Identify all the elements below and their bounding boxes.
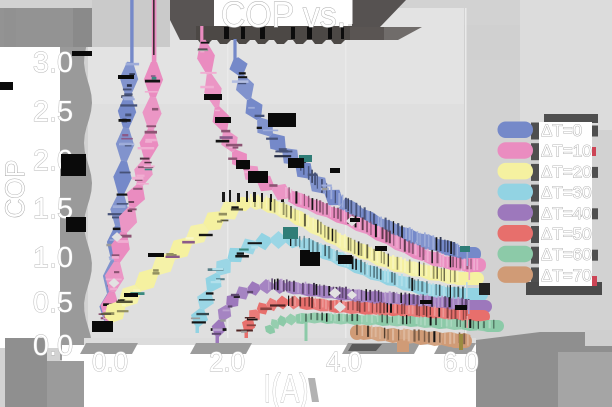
svg-text:COP: COP	[0, 160, 30, 219]
svg-text:6.0: 6.0	[443, 346, 479, 377]
svg-text:ΔT=70: ΔT=70	[541, 266, 592, 285]
svg-text:ΔT=60: ΔT=60	[541, 245, 592, 264]
svg-text:1.5: 1.5	[33, 193, 73, 225]
svg-text:0.5: 0.5	[33, 287, 73, 319]
svg-text:I(A): I(A)	[264, 367, 309, 407]
svg-text:1.0: 1.0	[33, 242, 73, 274]
svg-text:COP vs.: COP vs.	[221, 0, 346, 35]
svg-text:4.0: 4.0	[326, 346, 362, 377]
svg-text:ΔT=30: ΔT=30	[541, 183, 592, 202]
svg-text:2.5: 2.5	[33, 96, 73, 128]
svg-text:ΔT=0: ΔT=0	[541, 121, 582, 140]
svg-text:ΔT=20: ΔT=20	[541, 162, 592, 181]
svg-text:0.0: 0.0	[33, 330, 73, 362]
svg-text:ΔT=50: ΔT=50	[541, 225, 592, 244]
svg-text:ΔT=40: ΔT=40	[541, 204, 592, 223]
svg-text:2.0: 2.0	[209, 346, 245, 377]
svg-text:3.0: 3.0	[33, 47, 73, 79]
svg-text:0.0: 0.0	[92, 346, 128, 377]
svg-text:ΔT=10: ΔT=10	[541, 142, 592, 161]
